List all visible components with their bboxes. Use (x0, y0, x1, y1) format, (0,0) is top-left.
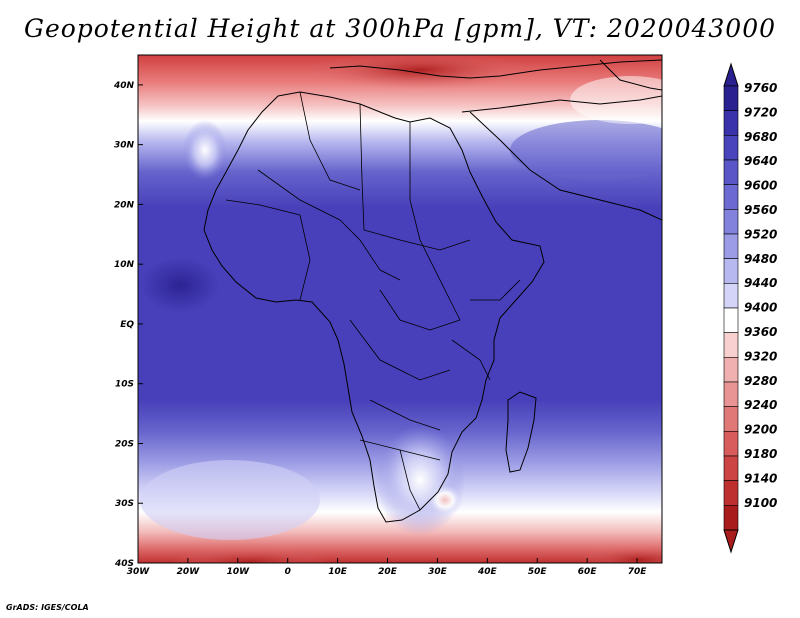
country-borders (225, 91, 521, 511)
colorbar-swatch (723, 357, 739, 383)
height-field (138, 55, 662, 563)
colorbar: 9760 9720 9680 9640 9600 9560 9520 9480 9440 9400… (723, 62, 777, 554)
colorbar-label: 9480 (744, 252, 777, 266)
lat-tick-label: 10N (114, 260, 135, 270)
colorbar-label: 9600 (744, 179, 777, 193)
colorbar-swatch (723, 110, 739, 136)
lat-tick-label: 10S (115, 380, 134, 390)
colorbar-swatch (723, 480, 739, 506)
lon-tick-label: 10E (328, 567, 348, 577)
colorbar-label: 9200 (744, 423, 777, 437)
lon-tick-label: 30E (428, 567, 448, 577)
colorbar-bottom-arrow (723, 529, 739, 554)
colorbar-label: 9140 (744, 471, 777, 485)
colorbar-label: 9440 (744, 276, 777, 290)
lon-tick-label: 20W (177, 567, 201, 577)
colorbar-swatch (723, 233, 739, 259)
colorbar-label: 9560 (744, 203, 777, 217)
longitude-axis: 30W 20W 10W 0 10E 20E 30E 40E 50E 60E 70E (127, 558, 647, 577)
colorbar-label: 9240 (744, 398, 777, 412)
lat-tick-label: EQ (120, 320, 134, 330)
colorbar-swatch (723, 455, 739, 481)
lon-tick-label: 40E (477, 567, 498, 577)
lon-tick-label: 30W (127, 567, 151, 577)
colorbar-label: 9280 (744, 374, 777, 388)
colorbar-label: 9720 (744, 105, 777, 119)
lat-tick-label: 30N (114, 141, 135, 151)
lon-tick-label: 70E (628, 567, 648, 577)
colorbar-swatch (723, 283, 739, 309)
colorbar-swatch (723, 135, 739, 161)
lat-tick-label: 40N (113, 81, 135, 91)
colorbar-label: 9760 (744, 81, 777, 95)
lat-tick-label: 20S (115, 439, 134, 449)
grads-credit: GrADS: IGES/COLA (6, 603, 89, 612)
colorbar-label: 9680 (744, 130, 777, 144)
colorbar-swatch (723, 381, 739, 407)
lat-tick-label: 20N (114, 200, 135, 210)
lat-tick-label: 40S (114, 559, 134, 569)
colorbar-top-arrow (723, 62, 739, 87)
colorbar-swatch (723, 209, 739, 235)
lon-tick-label: 0 (285, 567, 291, 577)
lon-tick-label: 50E (528, 567, 548, 577)
colorbar-swatch (723, 431, 739, 457)
colorbar-label: 9400 (744, 301, 777, 315)
colorbar-label: 9360 (744, 325, 777, 339)
colorbar-label: 9100 (744, 496, 777, 510)
colorbar-swatch (723, 307, 739, 333)
colorbar-swatch (723, 406, 739, 432)
colorbar-swatch (723, 332, 739, 358)
lat-tick-label: 30S (115, 499, 134, 509)
colorbar-label: 9320 (744, 349, 777, 363)
colorbar-swatch (723, 159, 739, 185)
colorbar-swatch (723, 258, 739, 284)
colorbar-label: 9520 (744, 227, 777, 241)
colorbar-swatch (723, 505, 739, 531)
coastlines (203, 59, 662, 523)
lon-tick-label: 20E (378, 567, 398, 577)
colorbar-swatch (723, 184, 739, 210)
lon-tick-label: 60E (578, 567, 598, 577)
lon-tick-label: 10W (227, 567, 251, 577)
latitude-axis: 40N 30N 20N 10N EQ 10S 20S 30S 40S (113, 81, 143, 569)
colorbar-label: 9180 (744, 447, 777, 461)
colorbar-label: 9640 (744, 154, 777, 168)
map-title: Geopotential Height at 300hPa [gpm], VT:… (23, 14, 777, 43)
plot-frame (137, 54, 663, 564)
colorbar-swatch (723, 85, 739, 111)
